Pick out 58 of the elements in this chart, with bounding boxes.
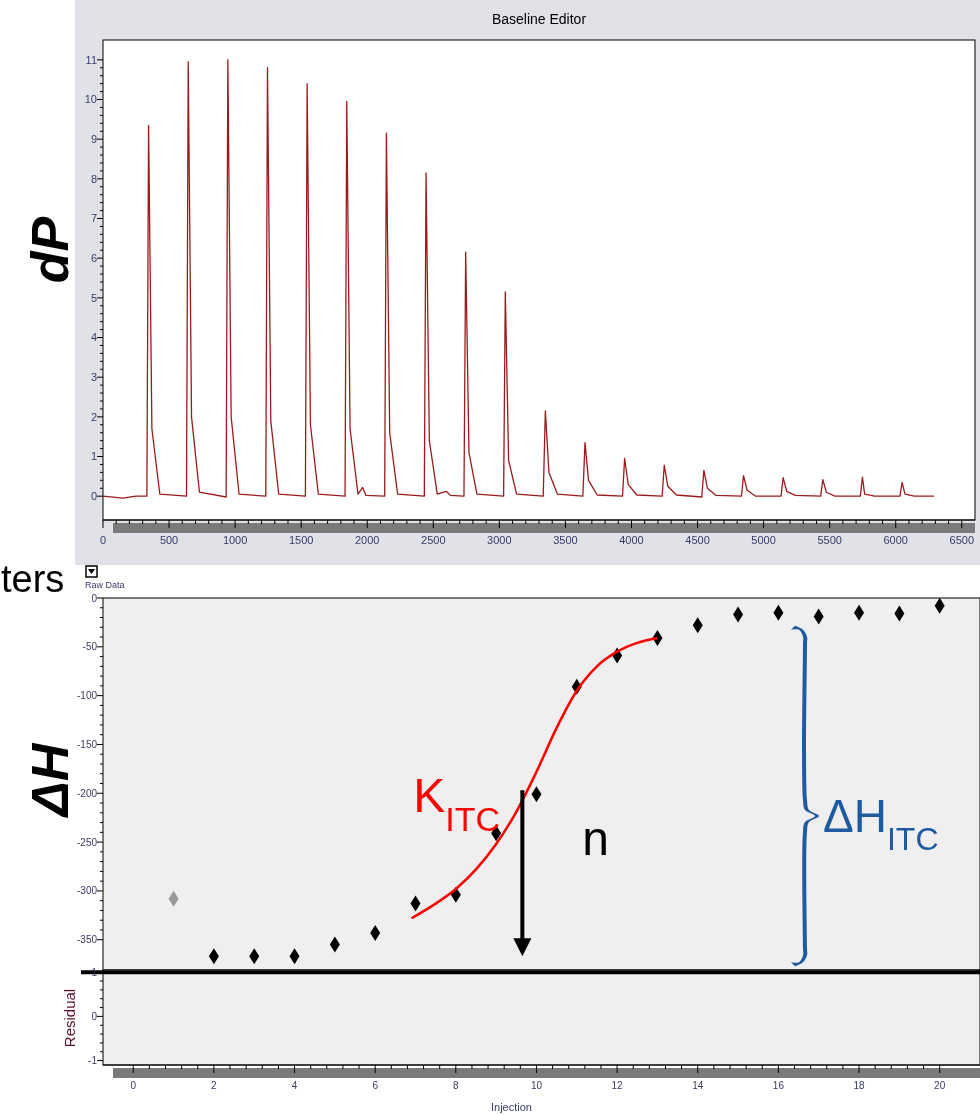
line-series [102,59,935,499]
x-tick-label: 5000 [751,534,776,546]
x-tick-label: 5500 [817,534,842,546]
y-tick-label: -200 [76,787,98,799]
y-tick-label: 9 [90,133,97,146]
x-tick-label: 14 [692,1080,704,1091]
y-tick-label: 2 [90,410,97,423]
x-tick-label: 2500 [421,534,446,546]
x-tick-label: 10 [530,1080,543,1091]
x-tick-label: 20 [934,1080,946,1091]
x-tick-label: 16 [772,1080,785,1091]
x-tick-label: 3500 [553,534,578,546]
y-tick-label: 6 [90,252,97,265]
y-tick-label: -250 [76,836,98,848]
x-tick-label: 2 [211,1080,218,1091]
y-tick-label: 0 [91,1010,98,1022]
annotation: n [582,812,610,866]
x-axis-title: Injection [491,1101,532,1113]
annotation: K$_{ITC}$ [413,769,500,838]
x-tick-label: 3000 [487,534,512,546]
y-tick-label: 1 [90,450,97,463]
x-tick-label: 4 [291,1080,298,1091]
x-tick-label: 2000 [355,534,380,546]
y-tick-label: 3 [90,371,97,384]
x-tick-label: 500 [159,534,179,546]
x-tick-label: 6500 [949,534,975,546]
y-tick-label: -100 [76,690,98,702]
y-axis-title: dP [21,216,80,284]
y-tick-label: -50 [82,641,98,653]
x-tick-label: 4000 [619,534,644,546]
x-tick-label: 6000 [883,534,908,546]
y-tick-label: 11 [85,53,97,66]
y-tick-label: 5 [90,291,97,304]
y-tick-label: 10 [84,93,97,106]
x-tick-label: 8 [453,1080,460,1091]
chart-title: Baseline Editor [491,11,587,27]
text: Raw Data [85,580,125,590]
x-tick-label: 12 [611,1080,624,1091]
y-tick-label: -300 [76,885,98,897]
x-tick-label: 6 [372,1080,379,1091]
y-tick-label: -350 [76,934,98,946]
y-tick-label: 4 [90,331,97,344]
y-tick-label: 7 [90,212,97,225]
y-tick-label: -1 [88,1055,98,1067]
text: ters [1,558,65,600]
x-tick-label: 0 [99,534,107,546]
x-tick-label: 4500 [685,534,710,546]
x-tick-label: 18 [853,1080,866,1091]
annotation: ΔH$_{ITC}$ [823,790,939,858]
x-tick-label: 1000 [222,534,248,546]
y-tick-label: -150 [76,738,98,750]
y-axis-title: Residual [61,988,78,1048]
y-tick-label: 1 [91,966,98,978]
y-tick-label: 8 [90,172,97,185]
x-tick-label: 0 [130,1080,137,1091]
y-tick-label: 0 [91,592,98,604]
x-tick-label: 1500 [288,534,314,546]
y-tick-label: 0 [90,490,97,503]
